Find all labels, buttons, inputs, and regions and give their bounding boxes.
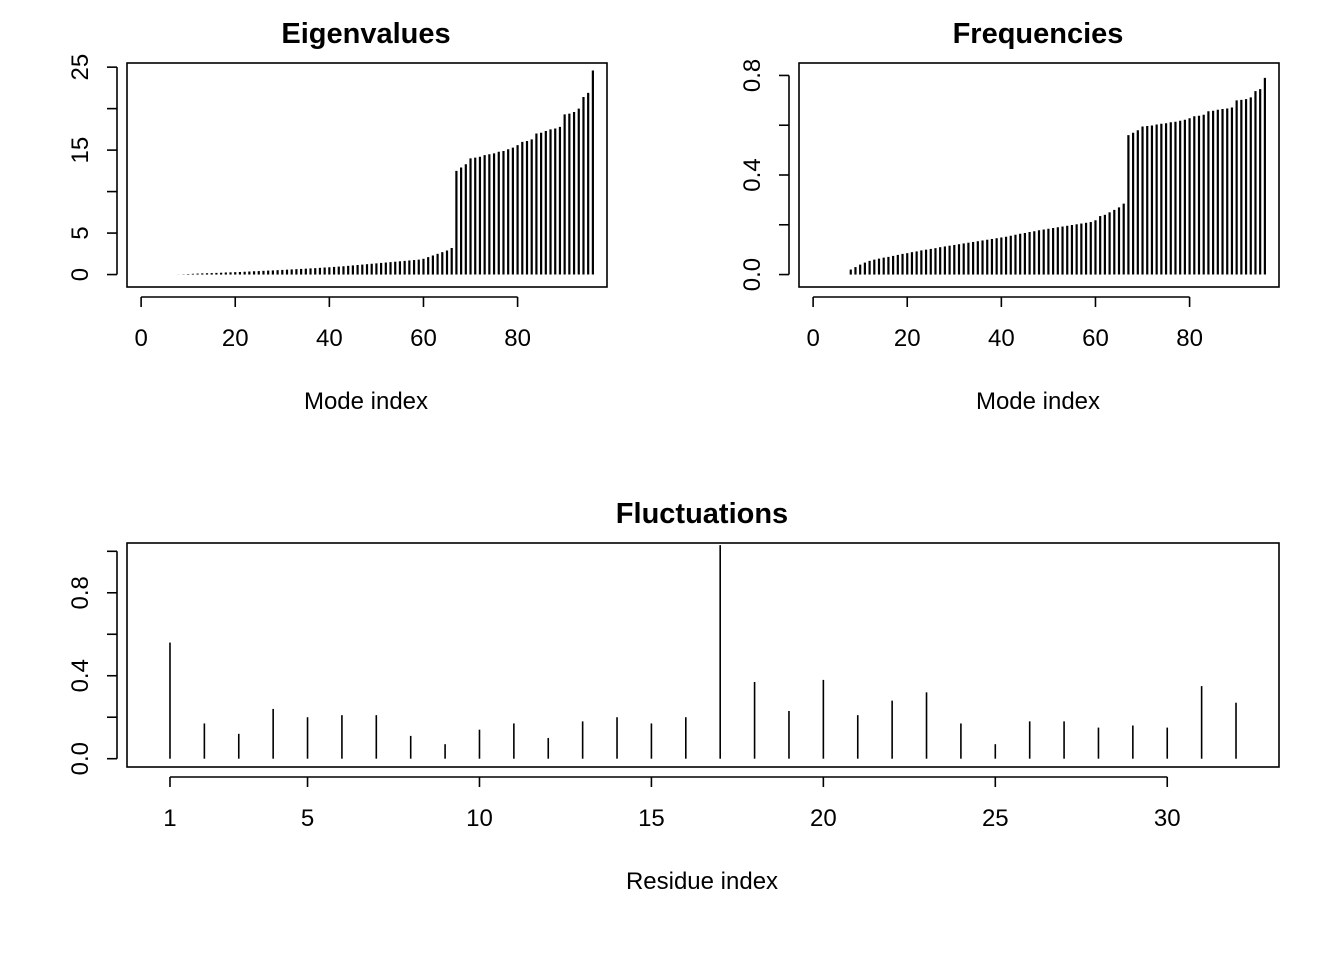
eigenvalues-plot: 0 20 40 60 80 0 5 15 25 — [67, 54, 608, 352]
frequencies-panel: Frequencies 0 20 40 60 80 0.0 0.4 0.8 Mode inde… — [739, 18, 1280, 415]
eigenvalues-x-tick-label: 40 — [316, 325, 343, 352]
eigenvalues-x-tick-label: 20 — [222, 325, 249, 352]
frequencies-y-tick-label: 0.4 — [739, 158, 766, 191]
fluctuations-title: Fluctuations — [616, 498, 788, 530]
fluctuations-plot: 1 5 10 15 20 25 300.00.40.8 — [67, 542, 1280, 832]
fluctuations-x-tick-label: 20 — [810, 805, 837, 832]
frequencies-y-tick-label: 0.8 — [739, 59, 766, 92]
fluctuations-x-tick-label: 1 — [163, 805, 176, 832]
fluctuations-plot-frame — [126, 542, 1280, 768]
eigenvalues-y-tick-label: 25 — [67, 54, 94, 81]
eigenvalues-plot-frame — [126, 62, 608, 288]
eigenvalues-y-tick-label: 15 — [67, 137, 94, 164]
eigenvalues-x-tick-label: 60 — [410, 325, 437, 352]
fluctuations-panel: Fluctuations 1 5 10 15 20 25 300.00.40.8 Resid… — [67, 498, 1280, 895]
fluctuations-y-tick-label: 0.0 — [67, 742, 94, 775]
fluctuations-x-tick-label: 30 — [1154, 805, 1181, 832]
fluctuations-x-tick-label: 10 — [466, 805, 493, 832]
frequencies-plot: 0 20 40 60 80 0.0 0.4 0.8 — [739, 59, 1280, 352]
frequencies-xlabel: Mode index — [976, 388, 1100, 415]
frequencies-y-tick-label: 0.0 — [739, 258, 766, 291]
eigenvalues-xlabel: Mode index — [304, 388, 428, 415]
eigenvalues-x-tick-label: 80 — [504, 325, 531, 352]
frequencies-plot-frame — [798, 62, 1280, 288]
fluctuations-y-tick-label: 0.8 — [67, 576, 94, 609]
frequencies-x-tick-label: 20 — [894, 325, 921, 352]
fluctuations-y-tick-label: 0.4 — [67, 659, 94, 692]
fluctuations-x-tick-label: 15 — [638, 805, 665, 832]
frequencies-title: Frequencies — [953, 18, 1124, 50]
frequencies-x-tick-label: 60 — [1082, 325, 1109, 352]
eigenvalues-title: Eigenvalues — [281, 18, 450, 50]
frequencies-x-tick-label: 0 — [806, 325, 819, 352]
eigenvalues-y-tick-label: 0 — [67, 268, 94, 281]
frequencies-x-tick-label: 40 — [988, 325, 1015, 352]
frequencies-x-tick-label: 80 — [1176, 325, 1203, 352]
fluctuations-x-tick-label: 5 — [301, 805, 314, 832]
eigenvalues-panel: Eigenvalues 0 20 40 60 80 0 5 15 25 Mode index — [67, 18, 608, 415]
eigenvalues-y-tick-label: 5 — [67, 226, 94, 239]
fluctuations-x-tick-label: 25 — [982, 805, 1009, 832]
eigenvalues-x-tick-label: 0 — [134, 325, 147, 352]
fluctuations-xlabel: Residue index — [626, 868, 778, 895]
